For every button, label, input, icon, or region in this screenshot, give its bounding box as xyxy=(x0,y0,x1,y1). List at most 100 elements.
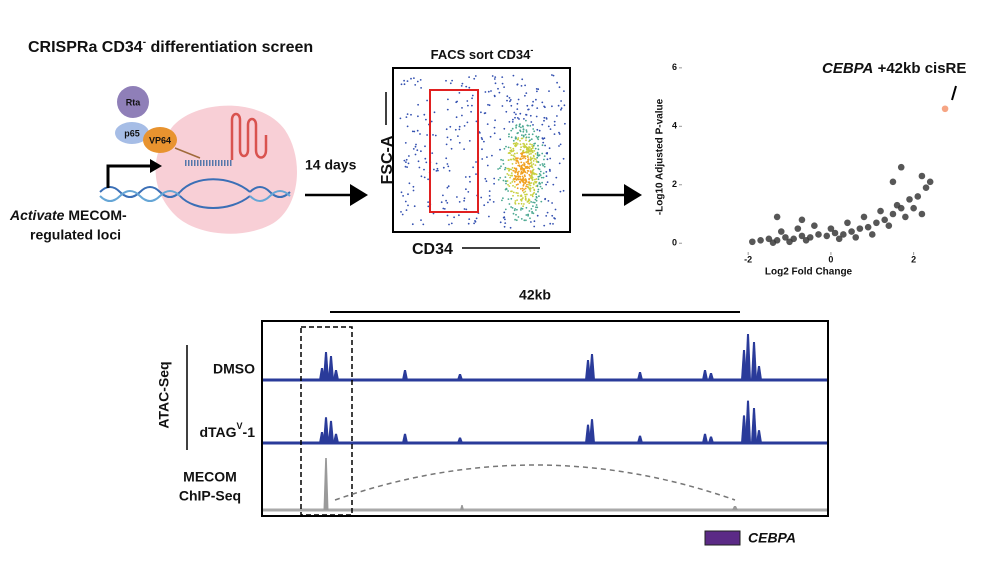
facs-dot xyxy=(535,185,538,188)
point xyxy=(823,232,831,240)
facs-dot xyxy=(512,212,515,215)
facs-dot xyxy=(531,178,534,181)
facs-dot xyxy=(503,86,505,88)
facs-dot xyxy=(408,155,410,157)
facs-dot xyxy=(532,186,534,189)
facs-dot xyxy=(494,76,497,78)
facs-dot xyxy=(406,113,409,115)
facs-dot xyxy=(522,157,524,160)
facs-dot xyxy=(532,182,535,185)
point xyxy=(844,219,851,227)
facs-dot xyxy=(532,145,534,148)
facs-dot xyxy=(548,168,551,171)
facs-dot xyxy=(461,107,463,109)
facs-dot xyxy=(523,155,526,158)
facs-dot xyxy=(518,118,520,120)
facs-dot xyxy=(522,142,525,145)
facs-dot xyxy=(445,143,448,146)
point xyxy=(835,235,843,243)
facs-dot xyxy=(511,127,514,130)
facs-dot xyxy=(541,101,544,104)
tracks xyxy=(263,334,827,512)
facs-dot xyxy=(551,202,553,204)
facs-dot xyxy=(445,199,447,202)
point xyxy=(852,234,860,241)
caption-italic: Activate xyxy=(9,207,65,223)
facs-dot xyxy=(412,189,415,192)
facs-dot xyxy=(488,190,491,193)
facs-dot xyxy=(522,205,524,208)
facs-dot xyxy=(541,187,543,190)
facs-dot xyxy=(515,126,517,129)
facs-dot xyxy=(519,139,521,142)
facs-dot xyxy=(491,154,493,157)
facs-dot xyxy=(508,169,510,172)
facs-dot xyxy=(535,199,538,202)
point xyxy=(864,223,872,231)
facs-dot xyxy=(435,162,438,165)
facs-dot xyxy=(504,176,507,179)
facs-dot xyxy=(499,148,501,151)
facs-dot xyxy=(423,176,426,179)
facs-dot xyxy=(504,168,506,171)
point xyxy=(815,231,822,238)
facs-dot xyxy=(515,157,517,160)
facs-dot xyxy=(541,144,544,147)
facs-dot xyxy=(500,158,502,161)
facs-dot xyxy=(528,146,530,148)
facs-x-label: CD34 xyxy=(412,241,453,258)
facs-dot xyxy=(536,161,538,164)
facs-dot xyxy=(524,94,526,97)
point xyxy=(757,237,764,244)
facs-dot xyxy=(513,170,515,172)
facs-dot xyxy=(471,94,474,97)
facs-dot xyxy=(509,152,511,155)
facs-dot xyxy=(501,199,503,202)
facs-dot xyxy=(423,113,426,116)
facs-dot xyxy=(405,158,408,161)
facs-dot xyxy=(529,124,532,127)
facs-dot xyxy=(484,112,487,114)
facs-dot xyxy=(521,78,524,81)
facs-dot xyxy=(530,174,533,177)
facs-dot xyxy=(525,129,528,132)
facs-dot xyxy=(555,176,558,179)
facs-dot xyxy=(416,129,419,132)
point xyxy=(868,231,876,238)
facs-dot xyxy=(541,123,544,126)
facs-dot xyxy=(535,98,537,101)
facs-dot xyxy=(532,193,535,195)
facs-dot xyxy=(454,128,457,131)
facs-dot xyxy=(493,78,496,80)
facs-dot xyxy=(480,196,483,199)
facs-dot xyxy=(458,141,461,144)
facs-dot xyxy=(484,91,487,93)
facs-dot xyxy=(543,137,546,140)
facs-dot xyxy=(533,173,535,176)
facs-dot xyxy=(507,174,510,177)
facs-dot xyxy=(510,172,513,175)
facs-dot xyxy=(408,182,411,185)
facs-dot xyxy=(516,152,518,155)
facs-dot xyxy=(531,133,534,136)
facs-dot xyxy=(520,168,522,171)
facs-dot xyxy=(512,179,515,181)
facs-dot xyxy=(465,85,468,88)
facs-dot xyxy=(548,90,550,92)
facs-dot xyxy=(435,170,438,172)
facs-dot xyxy=(510,158,513,161)
facs-dot xyxy=(514,116,516,119)
facs-dot xyxy=(537,88,540,91)
facs-dot xyxy=(535,88,538,90)
peak xyxy=(589,354,595,380)
facs-dot xyxy=(528,150,531,153)
facs-title-text: FACS sort CD34 xyxy=(431,47,531,62)
facs-dot xyxy=(511,163,514,165)
facs-dot xyxy=(509,182,512,185)
facs-dot xyxy=(510,129,513,132)
facs-dot xyxy=(527,147,530,150)
peak xyxy=(756,366,762,380)
facs-dot xyxy=(543,158,545,161)
facs-dot xyxy=(520,85,523,87)
facs-dot xyxy=(487,90,490,93)
